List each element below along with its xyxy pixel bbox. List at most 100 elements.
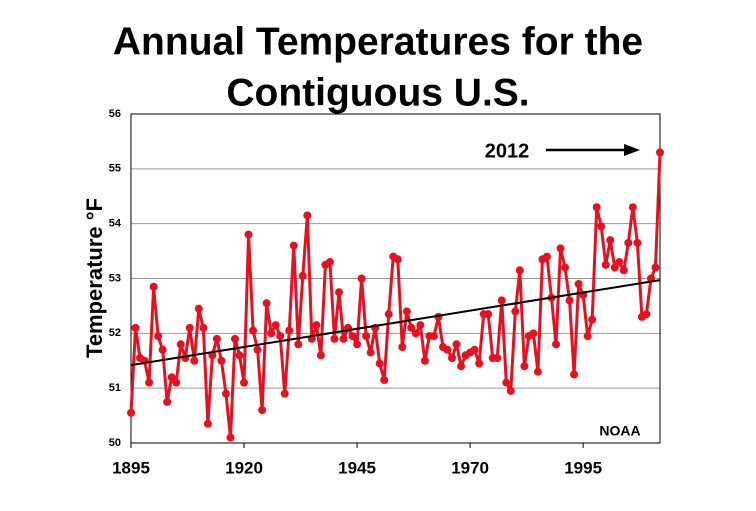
data-point <box>258 406 267 415</box>
data-point <box>217 356 226 365</box>
data-point <box>561 263 570 272</box>
data-point <box>212 334 221 343</box>
data-point <box>411 329 420 338</box>
data-point <box>642 310 651 319</box>
data-point <box>601 260 610 269</box>
data-point <box>325 258 334 267</box>
y-tick-label: 51 <box>109 382 121 394</box>
data-point <box>511 307 520 316</box>
data-point <box>303 211 312 220</box>
data-point <box>339 334 348 343</box>
data-point <box>289 241 298 250</box>
data-point <box>203 419 212 428</box>
data-point <box>185 323 194 332</box>
data-point <box>366 348 375 357</box>
data-point <box>398 343 407 352</box>
data-point <box>249 326 258 335</box>
plot-frame <box>130 113 661 444</box>
chart-title: Contiguous U.S. <box>226 71 529 114</box>
data-point <box>529 329 538 338</box>
x-tick-label: 1895 <box>112 458 150 477</box>
data-point <box>149 282 158 291</box>
data-point <box>542 252 551 261</box>
x-tick-label: 1970 <box>451 458 489 477</box>
data-point <box>552 340 561 349</box>
data-point <box>167 373 176 382</box>
data-point <box>285 326 294 335</box>
data-point <box>271 321 280 330</box>
data-point <box>280 389 289 398</box>
data-point <box>420 356 429 365</box>
data-point <box>506 386 515 395</box>
data-point <box>606 236 615 245</box>
data-point <box>267 329 276 338</box>
data-point <box>533 367 542 376</box>
data-point <box>276 332 285 341</box>
data-point <box>230 334 239 343</box>
y-tick-label: 52 <box>109 327 121 339</box>
data-point <box>316 351 325 360</box>
data-point <box>226 433 235 442</box>
data-point <box>158 345 167 354</box>
data-point <box>592 203 601 212</box>
data-point <box>619 266 628 275</box>
data-point <box>235 351 244 360</box>
data-point <box>131 323 140 332</box>
data-point <box>610 263 619 272</box>
data-point <box>172 378 181 387</box>
data-point <box>176 340 185 349</box>
data-point <box>633 238 642 247</box>
data-point <box>163 397 172 406</box>
data-point <box>624 238 633 247</box>
data-point <box>221 389 230 398</box>
data-point <box>190 356 199 365</box>
data-point <box>145 378 154 387</box>
data-point <box>154 332 163 341</box>
arrow-head <box>624 144 640 156</box>
data-point <box>615 258 624 267</box>
data-point <box>127 408 135 417</box>
annotation: NOAA <box>599 423 640 439</box>
data-point <box>502 378 511 387</box>
data-point <box>262 299 271 308</box>
data-point <box>597 222 606 231</box>
data-point <box>380 375 389 384</box>
data-point <box>452 340 461 349</box>
data-point <box>375 359 384 368</box>
y-tick-label: 54 <box>109 218 122 230</box>
data-point <box>330 334 339 343</box>
data-point <box>353 340 362 349</box>
data-point <box>384 310 393 319</box>
data-point <box>407 323 416 332</box>
data-point <box>651 263 660 272</box>
data-point <box>244 230 253 239</box>
data-point <box>334 288 343 297</box>
data-point <box>443 345 452 354</box>
data-point <box>253 345 262 354</box>
data-point <box>497 296 506 305</box>
data-point <box>416 321 425 330</box>
data-point <box>194 304 203 313</box>
data-point <box>429 332 438 341</box>
data-point <box>199 323 208 332</box>
data-point <box>457 362 466 371</box>
data-point <box>565 296 574 305</box>
data-point <box>628 203 637 212</box>
data-point <box>583 332 592 341</box>
data-point <box>588 315 597 324</box>
y-tick-label: 53 <box>109 272 121 284</box>
chart-title: Annual Temperatures for the <box>113 20 643 63</box>
data-point <box>520 362 529 371</box>
data-point <box>574 279 583 288</box>
data-point <box>240 378 249 387</box>
annotation: 2012 <box>485 140 530 162</box>
data-point <box>470 345 479 354</box>
data-point <box>475 359 484 368</box>
data-point <box>402 307 411 316</box>
data-point <box>515 266 524 275</box>
y-tick-label: 55 <box>109 163 121 175</box>
x-tick-label: 1920 <box>225 458 263 477</box>
data-point <box>362 332 371 341</box>
